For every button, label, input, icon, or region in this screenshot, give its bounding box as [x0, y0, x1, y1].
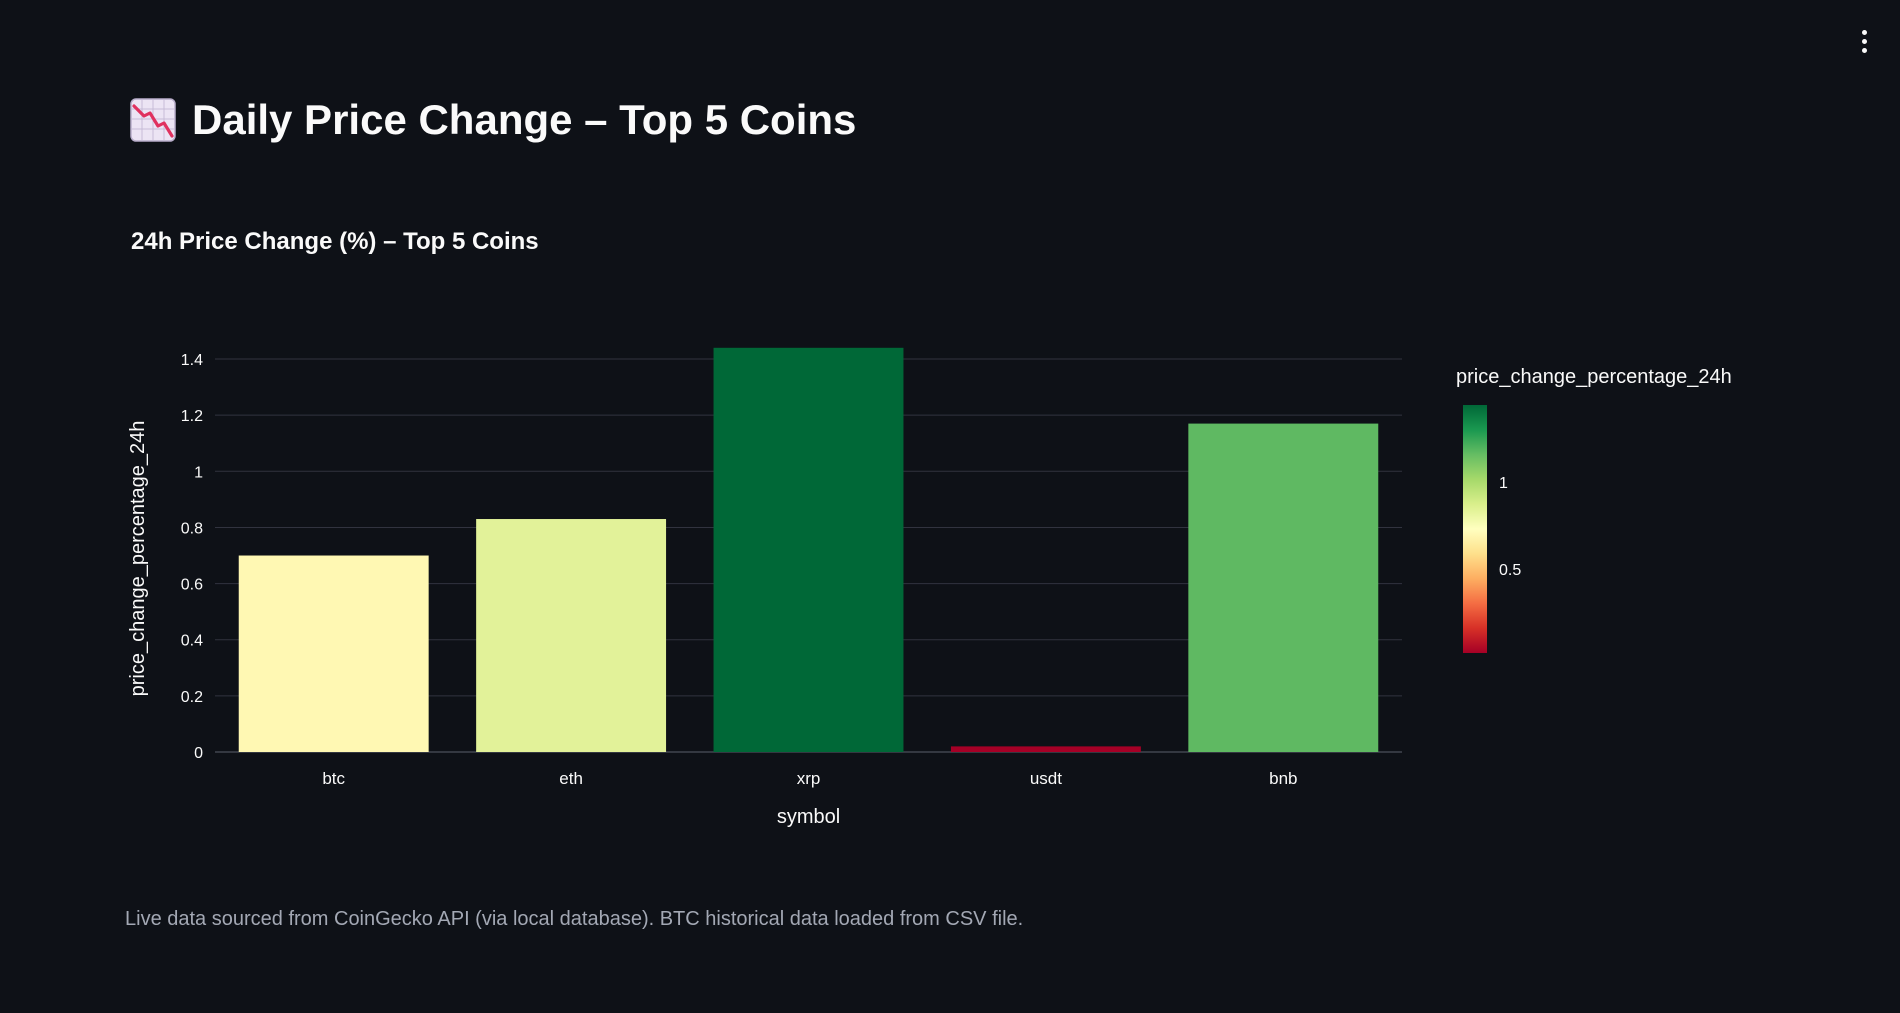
- colorbar-tick-label: 0.5: [1499, 562, 1521, 579]
- axes: 0 0.2 0.4 0.6 0.8 1 1.2 1.4 btc eth xrp usdt bnb symb…: [127, 352, 1297, 828]
- menu-dot: [1861, 47, 1867, 53]
- page-title: Daily Price Change – Top 5 Coins: [192, 96, 857, 143]
- chart-title: 24h Price Change (%) – Top 5 Coins: [131, 228, 539, 255]
- bar-eth: [476, 519, 667, 752]
- x-tick-label: eth: [559, 769, 583, 788]
- page-header: Daily Price Change – Top 5 Coins: [130, 96, 856, 144]
- bar-btc: [238, 555, 429, 752]
- data-source-note: Live data sourced from CoinGecko API (vi…: [125, 908, 1024, 930]
- colorbar-title: price_change_percentage_24h: [1456, 366, 1732, 388]
- y-tick-label: 0.8: [181, 520, 203, 537]
- y-axis-title: price_change_percentage_24h: [127, 421, 149, 697]
- y-tick-label: 0.4: [181, 633, 203, 650]
- y-tick-label: 0: [194, 745, 203, 762]
- x-tick-label: usdt: [1030, 769, 1062, 788]
- bar-bnb: [1188, 423, 1379, 752]
- y-tick-label: 1.4: [181, 352, 203, 369]
- x-tick-label: btc: [322, 769, 345, 788]
- colorbar-gradient: [1463, 405, 1487, 653]
- colorbar: price_change_percentage_24h 0.5 1: [1456, 366, 1732, 653]
- bar-usdt: [950, 746, 1141, 752]
- menu-dot: [1861, 38, 1867, 44]
- y-tick-label: 1.2: [181, 408, 203, 425]
- y-tick-label: 0.6: [181, 577, 203, 594]
- x-tick-label: bnb: [1269, 769, 1297, 788]
- y-tick-label: 1: [194, 464, 203, 481]
- bars: [238, 347, 1379, 752]
- menu-dot: [1861, 29, 1867, 35]
- x-axis-title: symbol: [777, 806, 840, 828]
- x-tick-label: xrp: [797, 769, 821, 788]
- colorbar-tick-label: 1: [1499, 475, 1508, 492]
- bar-xrp: [713, 347, 904, 752]
- chart-decreasing-icon: [130, 98, 176, 142]
- y-tick-label: 0.2: [181, 689, 203, 706]
- kebab-menu-icon[interactable]: [1854, 26, 1874, 56]
